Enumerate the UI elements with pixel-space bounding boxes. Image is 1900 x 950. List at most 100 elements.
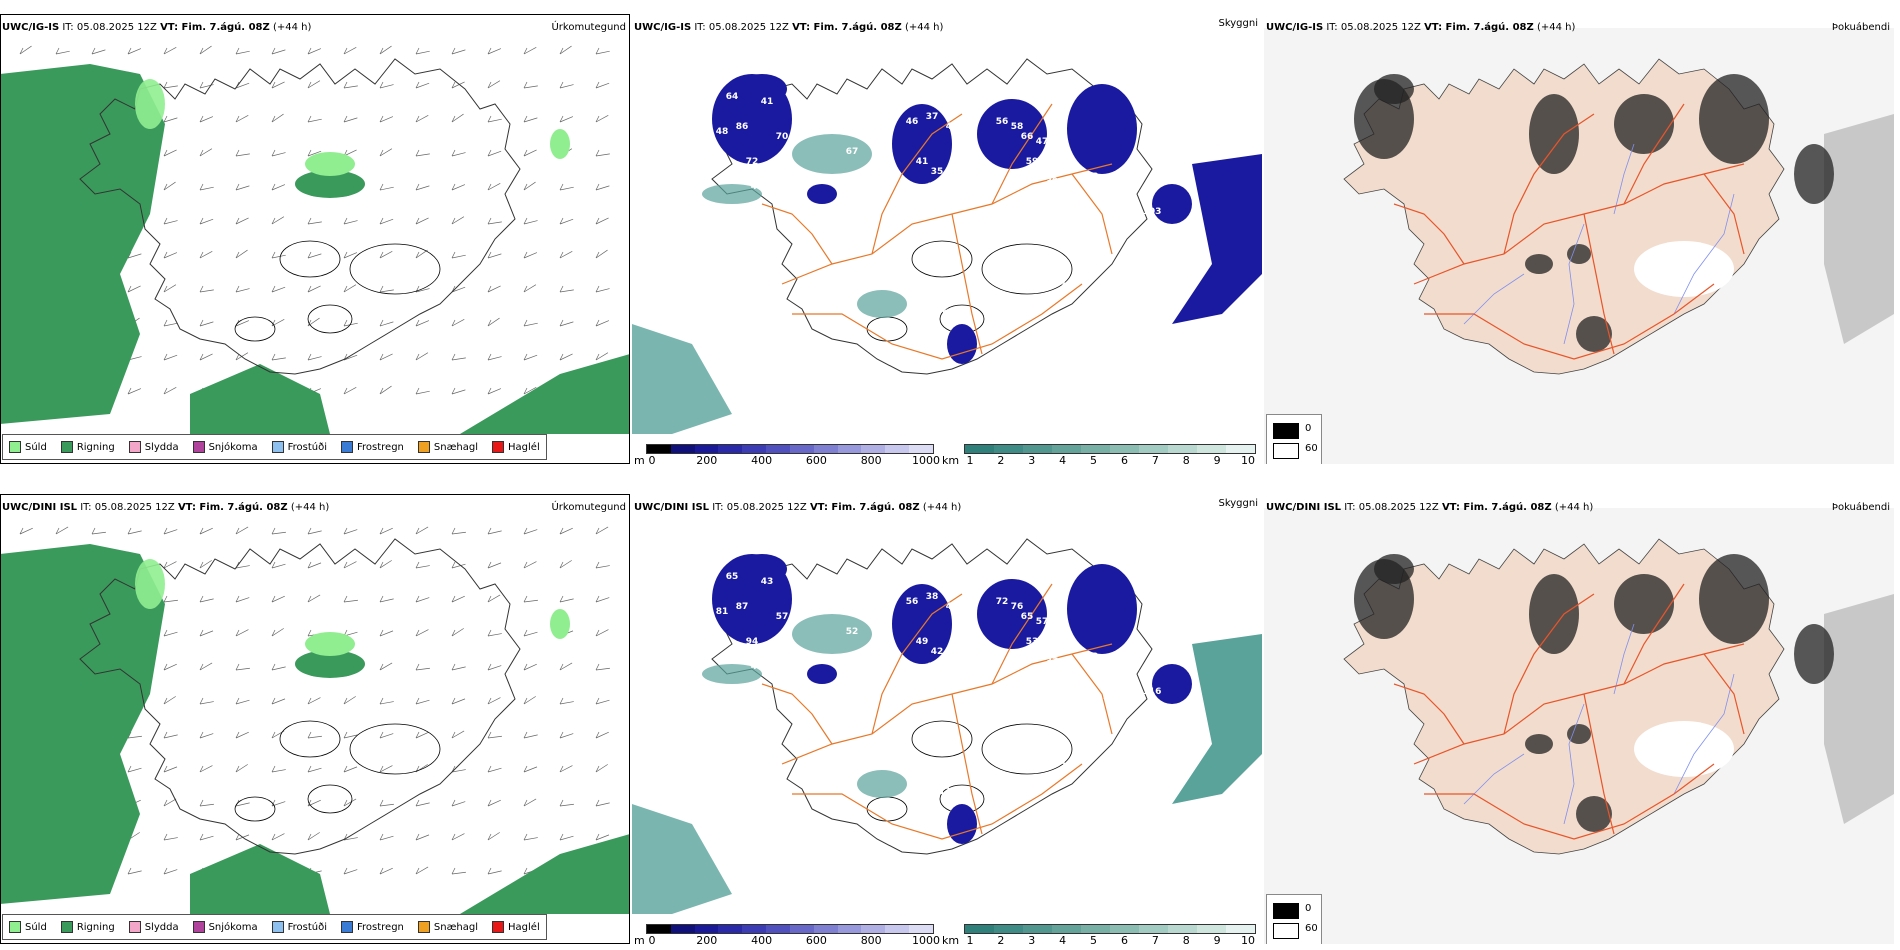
legend-swatch [492, 441, 505, 453]
rain-area [190, 844, 330, 914]
legend-item: Frostúði [271, 441, 327, 453]
cloud-base-label: 56 [906, 597, 919, 607]
cloud-base-label: 66 [1021, 132, 1034, 142]
fog-signal-area [1614, 94, 1674, 154]
row2-cloud-panel: 65 43 87 81 57 94 73 49 44 76 52 56 38 40 49 42 40 39 79 72… [632, 494, 1262, 944]
cloud-base-label: 111 [933, 787, 952, 797]
colorbar-tick: 200 [696, 454, 718, 464]
cloud-base-label: 53 [1026, 637, 1039, 647]
legend-label: Haglél [508, 441, 540, 453]
legend-label: Slydda [144, 441, 179, 453]
cloud-base-label: 43 [1026, 747, 1039, 757]
legend-label: Súld [25, 441, 47, 453]
cloud-base-label: 76 [1011, 602, 1024, 612]
fog-legend: 0 60 [1266, 414, 1322, 464]
cloud-base-label: 137 [1063, 717, 1082, 727]
precip-map [0, 526, 630, 914]
legend-item: Súld [9, 921, 47, 933]
cloud-base-area [892, 584, 952, 664]
cloud-base-label: 56 [996, 117, 1009, 127]
colorbar-tick: 0 [648, 454, 656, 464]
fog-signal-area [1699, 554, 1769, 644]
fog-signal-area [1699, 74, 1769, 164]
legend-item: Snjókoma [192, 441, 258, 453]
glacier-area [1634, 241, 1734, 297]
fog-signal-area [1794, 144, 1834, 204]
rain-area [295, 170, 365, 198]
colorbar-tick: 6 [1120, 454, 1128, 464]
colorbar-gradient [646, 924, 934, 934]
cloud-base-label: 86 [736, 122, 749, 132]
row2-precip-panel: UWC/DINI ISL IT: 05.08.2025 12Z VT: Fim.… [0, 494, 630, 944]
legend-label: Frostregn [357, 441, 404, 453]
legend-swatch [60, 441, 73, 453]
cloud-base-area [1067, 84, 1137, 174]
rivers [1463, 143, 1735, 345]
legend-item: Rigning [60, 441, 115, 453]
road-network [1393, 103, 1745, 360]
cloud-base-label: 41 [916, 157, 929, 167]
legend-item: Frostregn [341, 921, 404, 933]
colorbar-unit: m [634, 934, 645, 944]
cloud-base-area [807, 664, 837, 684]
cloud-base-label: 103 [1143, 207, 1162, 217]
panel-title: UWC/IG-IS IT: 05.08.2025 12Z VT: Fim. 7.… [2, 22, 312, 33]
cloud-base-label: 32 [1096, 187, 1109, 197]
colorbar-tick: 200 [696, 934, 718, 944]
cloud-base-label: 44 [786, 667, 799, 677]
cloud-base-label: 87 [736, 602, 749, 612]
low-visibility-area [702, 184, 762, 204]
colorbar-gradient [646, 444, 934, 454]
cloud-base-label: 49 [956, 182, 969, 192]
cloud-base-label: 26 [1106, 177, 1119, 187]
colorbar-tick: 800 [860, 934, 882, 944]
legend-item: Snjókoma [192, 921, 258, 933]
cloud-base-label: 84 [836, 127, 849, 137]
legend-item: Rigning [60, 921, 115, 933]
cloud-base-label: 20 [1106, 657, 1119, 667]
low-visibility-area [857, 290, 907, 318]
product-name: Þokuábendi [1831, 502, 1890, 513]
cloud-base-label: 81 [716, 607, 729, 617]
legend-item: Frostregn [341, 441, 404, 453]
cloud-base-label: 52 [846, 627, 859, 637]
cloud-base-label: 46 [906, 117, 919, 127]
rain-area [295, 650, 365, 678]
colorbar-tick: 1 [966, 454, 974, 464]
cloud-base-label: 63 [876, 187, 889, 197]
cloud-base-label: 51 [1076, 227, 1089, 237]
fog-signal-area [1529, 94, 1579, 174]
legend-label: Slydda [144, 921, 179, 933]
cloud-base-label: 47 [946, 122, 959, 132]
fog-signal-area [1374, 554, 1414, 584]
cloud-base-area [807, 184, 837, 204]
cloud-area [1172, 154, 1262, 324]
fog-legend: 0 60 [1266, 894, 1322, 944]
legend-label: Frostúði [287, 921, 327, 933]
colorbar-tick: 2 [997, 454, 1005, 464]
visibility-colorbar: km 1 2 3 4 5 6 7 8 9 10 [942, 444, 1258, 464]
panel-title: UWC/DINI ISL IT: 05.08.2025 12Z VT: Fim.… [2, 502, 330, 513]
panel-title: UWC/IG-IS IT: 05.08.2025 12Z VT: Fim. 7.… [634, 22, 944, 33]
legend-item: Súld [9, 441, 47, 453]
cloud-base-label: 91 [1096, 667, 1109, 677]
low-visibility-area [792, 614, 872, 654]
cloud-base-label: 60 [1076, 707, 1089, 717]
drizzle-area [135, 559, 165, 609]
legend-swatch [9, 441, 21, 453]
legend-swatch [192, 441, 205, 453]
visibility-colorbar: km 1 2 3 4 5 6 7 8 9 10 [942, 924, 1258, 944]
cloud-base-area [737, 74, 787, 104]
road-network [761, 583, 1113, 840]
legend-swatch [341, 441, 353, 453]
cloud-base-label: 65 [726, 572, 739, 582]
rain-area [190, 364, 330, 434]
cloud-base-label: 79 [876, 667, 889, 677]
rain-area [460, 834, 630, 914]
cloud-base-label: 39 [1106, 212, 1119, 222]
fog-signal-area [1567, 244, 1591, 264]
legend-swatch [128, 441, 141, 453]
row2-fog-panel: UWC/DINI ISL IT: 05.08.2025 12Z VT: Fim.… [1264, 494, 1894, 944]
colorbar-tick: 8 [1182, 454, 1190, 464]
